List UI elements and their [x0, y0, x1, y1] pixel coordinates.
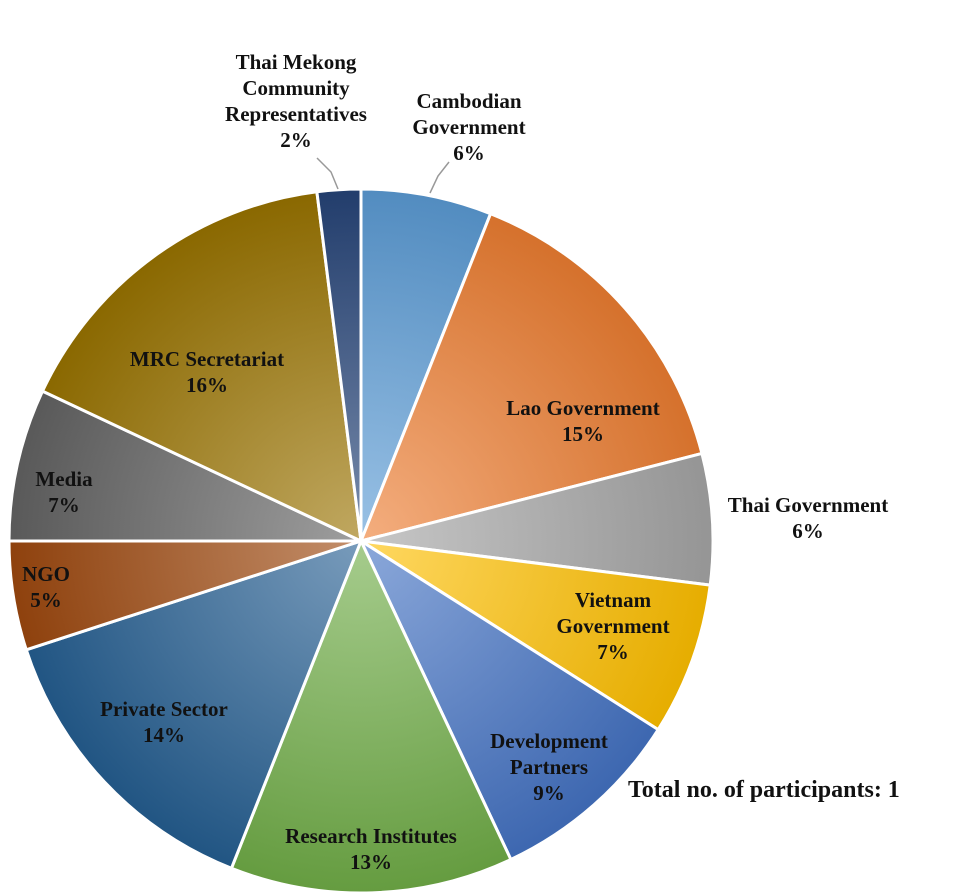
pie-slice-mrc-secretariat — [41, 190, 363, 543]
pie-slice-research-institutes — [229, 539, 513, 894]
pie-slice-cambodian-government — [359, 187, 493, 543]
total-participants-note: Total no. of participants: 1 — [628, 777, 900, 803]
leader-line-cambodian-government — [429, 161, 450, 194]
pie-slice-vietnam-government — [359, 539, 712, 732]
pie-slice-thai-mekong-community-representatives — [315, 187, 363, 543]
pie-slice-development-partners — [359, 539, 660, 861]
pie-slice-lao-government — [359, 212, 704, 543]
pie-slice-media — [7, 389, 363, 543]
leader-line-thai-mekong-community-representatives — [316, 157, 339, 190]
pie-slice-thai-government — [359, 451, 715, 587]
